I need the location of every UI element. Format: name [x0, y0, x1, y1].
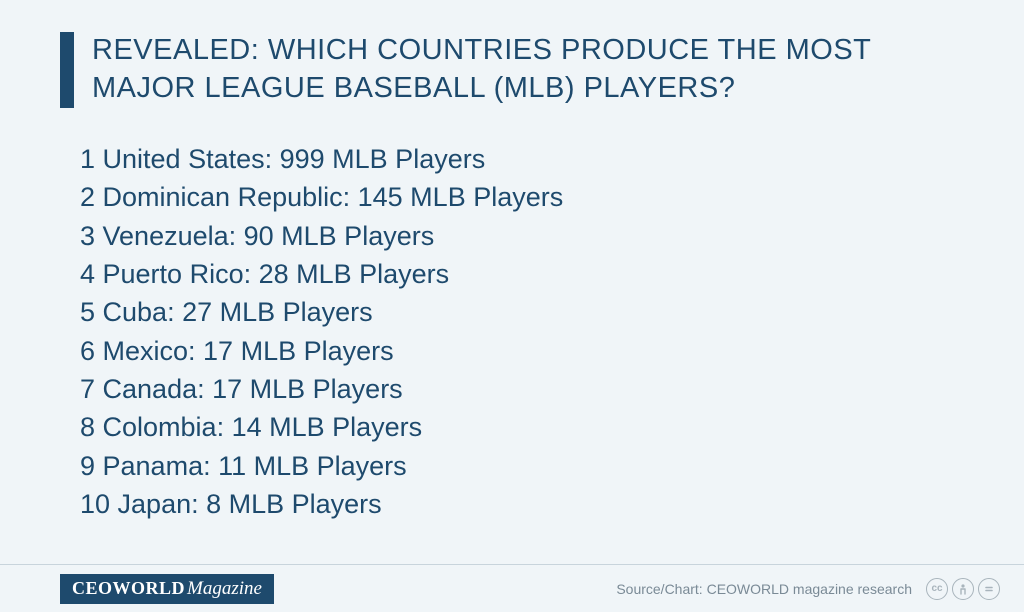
cc-icon: cc	[926, 578, 948, 600]
ranking-list: 1 United States: 999 MLB Players2 Domini…	[0, 108, 1024, 523]
publisher-logo: CEOWORLDMagazine	[60, 574, 274, 604]
list-item: 7 Canada: 17 MLB Players	[80, 370, 964, 408]
footer: CEOWORLDMagazine Source/Chart: CEOWORLD …	[0, 564, 1024, 612]
page-title: REVEALED: WHICH COUNTRIES PRODUCE THE MO…	[92, 32, 964, 107]
list-item: 2 Dominican Republic: 145 MLB Players	[80, 178, 964, 216]
source-text: Source/Chart: CEOWORLD magazine research	[616, 581, 912, 597]
accent-bar	[60, 32, 74, 108]
attribution-icon	[952, 578, 974, 600]
list-item: 5 Cuba: 27 MLB Players	[80, 293, 964, 331]
noderivs-icon	[978, 578, 1000, 600]
list-item: 10 Japan: 8 MLB Players	[80, 485, 964, 523]
list-item: 1 United States: 999 MLB Players	[80, 140, 964, 178]
list-item: 4 Puerto Rico: 28 MLB Players	[80, 255, 964, 293]
list-item: 3 Venezuela: 90 MLB Players	[80, 217, 964, 255]
logo-italic: Magazine	[187, 578, 262, 599]
license-icons: cc	[926, 578, 1000, 600]
list-item: 9 Panama: 11 MLB Players	[80, 447, 964, 485]
header: REVEALED: WHICH COUNTRIES PRODUCE THE MO…	[0, 0, 1024, 108]
list-item: 6 Mexico: 17 MLB Players	[80, 332, 964, 370]
list-item: 8 Colombia: 14 MLB Players	[80, 408, 964, 446]
logo-bold: CEOWORLD	[72, 578, 185, 598]
